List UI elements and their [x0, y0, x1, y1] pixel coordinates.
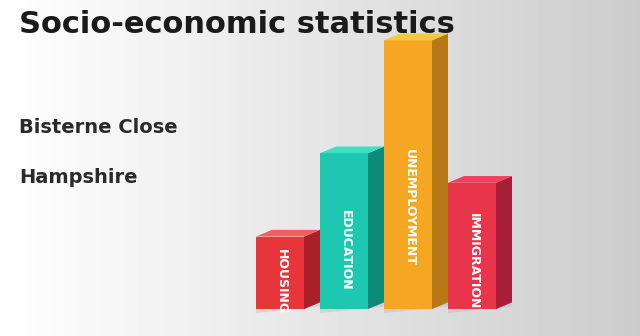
Polygon shape	[448, 302, 512, 313]
Polygon shape	[384, 40, 432, 309]
Polygon shape	[320, 146, 384, 153]
Text: HOUSING: HOUSING	[275, 249, 288, 314]
Text: Bisterne Close: Bisterne Close	[19, 118, 178, 137]
Polygon shape	[320, 302, 384, 313]
Text: Socio-economic statistics: Socio-economic statistics	[19, 10, 455, 39]
Polygon shape	[448, 183, 496, 309]
Polygon shape	[320, 153, 368, 309]
Polygon shape	[384, 34, 448, 40]
Polygon shape	[256, 302, 320, 313]
Text: EDUCATION: EDUCATION	[339, 210, 352, 290]
Polygon shape	[448, 176, 512, 183]
Polygon shape	[368, 146, 384, 309]
Text: IMMIGRATION: IMMIGRATION	[467, 213, 480, 309]
Polygon shape	[384, 302, 448, 313]
Polygon shape	[304, 230, 320, 309]
Text: UNEMPLOYMENT: UNEMPLOYMENT	[403, 149, 416, 265]
Polygon shape	[256, 237, 304, 309]
Polygon shape	[432, 34, 448, 309]
Polygon shape	[496, 176, 512, 309]
Text: Hampshire: Hampshire	[19, 168, 138, 187]
Polygon shape	[256, 230, 320, 237]
